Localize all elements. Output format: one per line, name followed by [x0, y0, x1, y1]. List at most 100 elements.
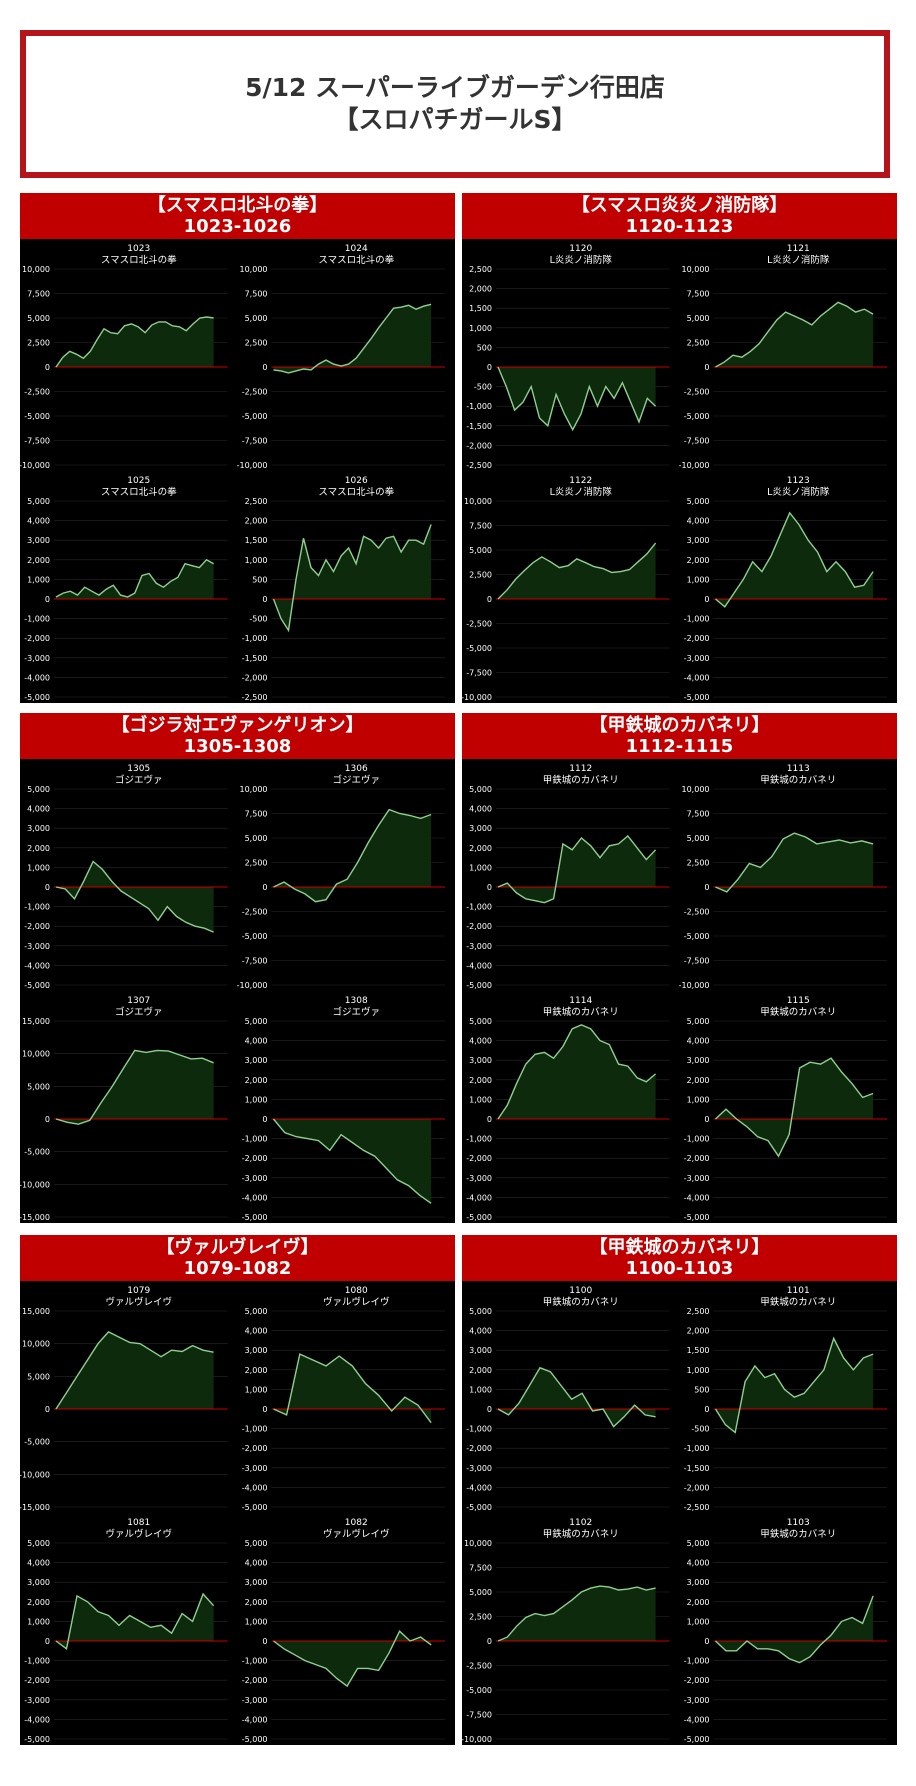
- y-tick-label: -3,000: [24, 942, 50, 951]
- y-tick-label: 0: [704, 1405, 709, 1414]
- y-tick-label: 500: [477, 343, 492, 352]
- area-fill: [56, 559, 214, 599]
- y-tick-label: 2,500: [469, 1613, 492, 1622]
- y-tick-label: 1,000: [469, 863, 492, 872]
- area-fill: [715, 1595, 874, 1663]
- y-tick-label: 0: [704, 1115, 709, 1124]
- group-range: 1023-1026: [183, 216, 292, 237]
- chart-id: 1102: [569, 1518, 592, 1528]
- y-tick-label: -2,000: [684, 1483, 710, 1492]
- area-fill: [273, 809, 432, 902]
- y-tick-label: -2,000: [242, 673, 268, 682]
- y-tick-label: 5,000: [27, 1372, 50, 1381]
- y-tick-label: -3,000: [24, 1696, 50, 1705]
- y-tick-label: -5,000: [466, 1503, 492, 1512]
- y-tick-label: 500: [694, 1385, 709, 1394]
- y-tick-label: -2,000: [242, 1676, 268, 1685]
- y-tick-label: -4,000: [242, 1193, 268, 1202]
- chart-id: 1024: [345, 244, 368, 254]
- y-tick-label: 4,000: [687, 517, 710, 526]
- series-line: [497, 834, 657, 904]
- chart-id: 1080: [345, 1286, 368, 1296]
- group-header: 【ヴァルヴレイヴ】 1079-1082: [20, 1235, 455, 1281]
- y-tick-label: 4,000: [27, 1559, 50, 1568]
- y-tick-label: -15,000: [20, 1503, 50, 1512]
- y-tick-label: -10,000: [20, 1180, 50, 1189]
- y-tick-label: 1,000: [27, 863, 50, 872]
- chart-id: 1100: [569, 1286, 592, 1296]
- y-tick-label: -10,000: [237, 981, 268, 990]
- group-name: 【スマスロ炎炎ノ消防隊】: [571, 195, 788, 216]
- area-fill: [56, 1050, 214, 1125]
- area-fill: [273, 1119, 432, 1204]
- y-tick-label: -5,000: [242, 1503, 268, 1512]
- y-tick-label: -1,500: [242, 654, 268, 663]
- chart-id: 1026: [345, 476, 368, 486]
- y-tick-label: 0: [45, 883, 50, 892]
- y-tick-label: 1,000: [687, 1617, 710, 1626]
- y-tick-label: 2,000: [687, 556, 710, 565]
- y-tick-label: -2,500: [466, 1662, 492, 1671]
- y-tick-label: -5,000: [684, 693, 710, 702]
- chart-id: 1113: [787, 764, 810, 774]
- y-tick-label: -3,000: [24, 654, 50, 663]
- y-tick-label: -4,000: [684, 1193, 710, 1202]
- y-tick-label: -5,000: [24, 981, 50, 990]
- area-fill: [498, 836, 656, 903]
- y-tick-label: -5,000: [684, 1213, 710, 1222]
- y-tick-label: 2,500: [469, 265, 492, 274]
- y-tick-label: 3,000: [469, 1056, 492, 1065]
- y-tick-label: -1,000: [242, 1425, 268, 1434]
- y-tick-label: 2,500: [469, 571, 492, 580]
- y-tick-label: -2,500: [242, 388, 268, 397]
- chart-id: 1112: [569, 764, 592, 774]
- y-tick-label: -2,000: [24, 634, 50, 643]
- y-tick-label: 2,000: [27, 844, 50, 853]
- y-tick-label: -5,000: [466, 981, 492, 990]
- y-tick-label: -1,000: [466, 1425, 492, 1434]
- y-tick-label: 0: [704, 1637, 709, 1646]
- y-tick-label: -2,000: [466, 922, 492, 931]
- y-tick-label: -2,000: [684, 1676, 710, 1685]
- y-tick-label: 7,500: [245, 810, 268, 819]
- y-tick-label: 1,000: [245, 1095, 268, 1104]
- y-tick-label: 2,000: [27, 556, 50, 565]
- group-panel: 【甲鉄城のカバネリ】 1112-1115 1112 甲鉄城のカバネリ 5,000 4,…: [462, 713, 897, 1223]
- page-subtitle: 【スロパチガールS】: [333, 105, 577, 134]
- y-tick-label: 4,000: [27, 517, 50, 526]
- y-tick-label: -1,000: [242, 634, 268, 643]
- y-tick-label: 1,000: [469, 324, 492, 333]
- y-tick-label: 3,000: [469, 824, 492, 833]
- area-fill: [56, 1594, 214, 1649]
- y-tick-label: 2,500: [245, 859, 268, 868]
- y-tick-label: -2,000: [466, 441, 492, 450]
- y-tick-label: 0: [704, 883, 709, 892]
- y-tick-label: 1,500: [245, 536, 268, 545]
- y-tick-label: 1,000: [245, 1385, 268, 1394]
- y-tick-label: 10,000: [682, 265, 710, 274]
- group-header: 【ゴジラ対エヴァンゲリオン】 1305-1308: [20, 713, 455, 759]
- y-tick-label: 0: [487, 363, 492, 372]
- chart-machine: ゴジエヴァ: [115, 1006, 163, 1018]
- y-tick-label: 3,000: [27, 1578, 50, 1587]
- y-tick-label: -3,000: [466, 942, 492, 951]
- series-line: [55, 1049, 214, 1125]
- series-line: [497, 1366, 656, 1428]
- chart-machine: 甲鉄城のカバネリ: [543, 1006, 619, 1018]
- y-tick-label: -5,000: [684, 412, 710, 421]
- y-tick-label: 0: [45, 1115, 50, 1124]
- y-tick-label: 5,000: [245, 314, 268, 323]
- group-panel: 【スマスロ北斗の拳】 1023-1026 1023 スマスロ北斗の拳 10,000 7…: [20, 193, 455, 703]
- y-tick-label: 1,000: [687, 1095, 710, 1104]
- y-tick-label: 2,500: [27, 339, 50, 348]
